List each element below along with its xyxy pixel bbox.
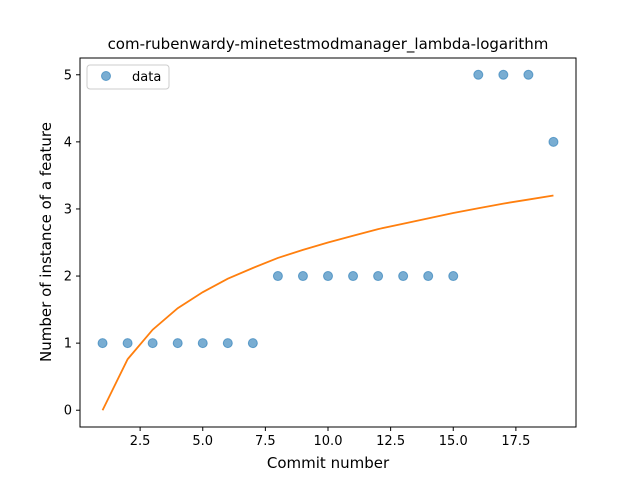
y-tick-label: 1 — [64, 337, 72, 352]
x-tick-label: 15.0 — [439, 434, 468, 449]
y-tick-label: 4 — [64, 135, 72, 150]
legend-box — [86, 64, 170, 90]
data-point — [398, 271, 409, 282]
data-point — [373, 271, 384, 282]
fit-line — [101, 194, 554, 411]
x-tick-label: 5.0 — [192, 434, 213, 449]
data-point — [548, 136, 559, 147]
y-tick-label: 0 — [64, 404, 72, 419]
x-tick-label: 10.0 — [314, 434, 343, 449]
data-point — [272, 271, 283, 282]
data-point — [122, 338, 133, 349]
y-tick-label: 5 — [64, 68, 72, 83]
data-point — [297, 271, 308, 282]
legend-label: data — [132, 70, 161, 85]
data-point — [172, 338, 183, 349]
y-axis-label: Number of instance of a feature — [37, 122, 55, 362]
data-point — [423, 271, 434, 282]
data-point — [498, 69, 509, 80]
y-tick-label: 3 — [64, 202, 72, 217]
data-point — [473, 69, 484, 80]
data-point — [448, 271, 459, 282]
plot-area: 2.5 5.0 7.5 10.0 12.5 15.0 17.5 0 1 2 3 4 5 data — [64, 57, 577, 449]
x-tick-label: 7.5 — [255, 434, 276, 449]
y-tick-label: 2 — [64, 270, 72, 285]
data-point — [222, 338, 233, 349]
data-point — [323, 271, 333, 282]
data-point — [97, 338, 108, 349]
data-point — [147, 338, 158, 349]
x-tick-label: 12.5 — [376, 434, 405, 449]
data-point — [197, 338, 208, 349]
x-tick-label: 17.5 — [501, 434, 530, 449]
data-point — [247, 338, 258, 349]
chart-title: com-rubenwardy-minetestmodmanager_lambda… — [108, 35, 549, 54]
data-point — [523, 69, 534, 80]
legend-marker — [101, 71, 111, 81]
data-point — [348, 271, 359, 282]
x-axis-label: Commit number — [267, 454, 390, 472]
x-tick-label: 2.5 — [130, 434, 151, 449]
